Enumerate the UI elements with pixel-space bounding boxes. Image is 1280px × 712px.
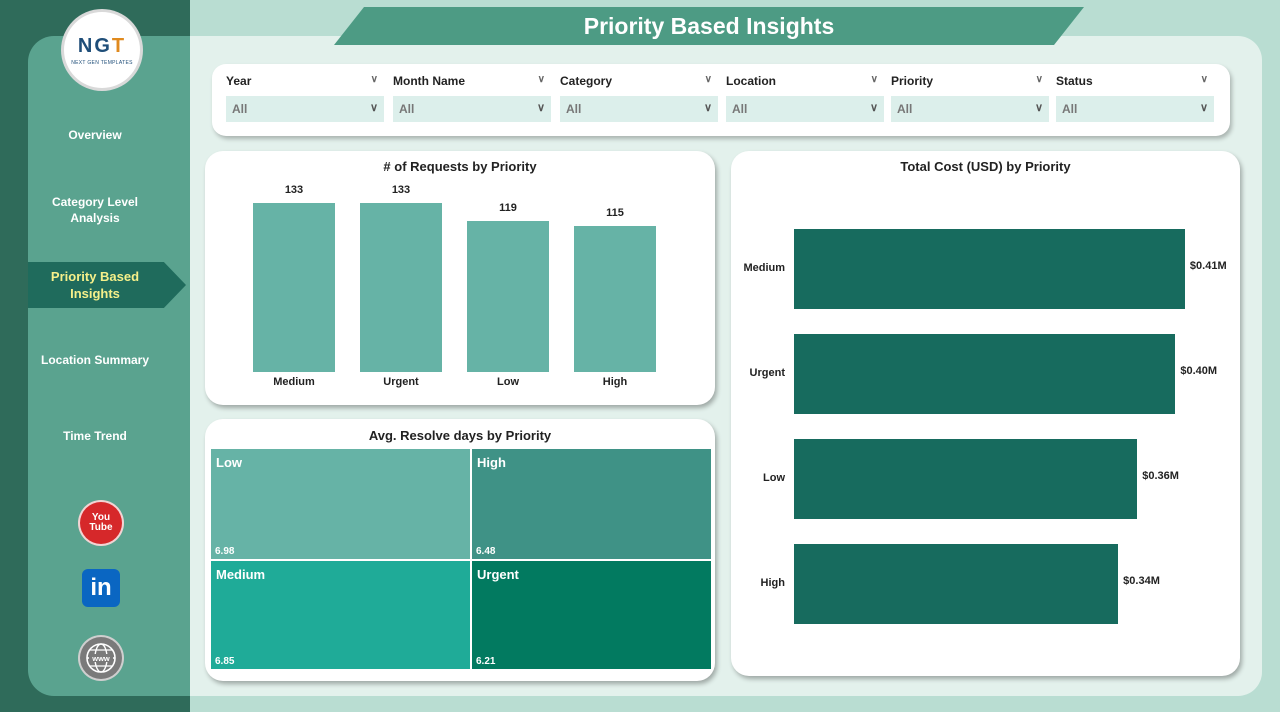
tile-value: 6.21 (476, 656, 496, 667)
chart-title: Total Cost (USD) by Priority (900, 159, 1071, 174)
filter-label: Category (560, 74, 613, 88)
filter-label: Year (226, 74, 252, 88)
linkedin-icon[interactable]: in (80, 567, 122, 609)
tile-value: 6.85 (215, 656, 235, 667)
sidebar-item-overview[interactable]: Overview (68, 128, 122, 142)
bar-value-label: $0.41M (1189, 260, 1227, 272)
youtube-icon[interactable]: You Tube (80, 502, 122, 544)
tile-value: 6.98 (215, 546, 235, 557)
y-tick-label: Urgent (749, 367, 785, 379)
chevron-down-icon: ∨ (1199, 102, 1208, 114)
y-tick-label: Medium (743, 262, 785, 274)
filter-month-name-select[interactable]: All ∨ (393, 96, 551, 122)
tile-label: Medium (216, 567, 266, 582)
title-banner: Priority Based Insights (334, 7, 1084, 45)
chevron-down-icon: ∨ (869, 102, 878, 114)
treemap-tile-medium[interactable]: Medium 6.85 (211, 561, 470, 669)
chevron-down-icon[interactable]: ∨ (370, 74, 378, 85)
filter-category: Category ∨ All ∨ (560, 74, 718, 122)
svg-text:www: www (91, 654, 110, 663)
bar-low (467, 220, 549, 372)
filter-category-select[interactable]: All ∨ (560, 96, 718, 122)
bar-urgent (794, 334, 1176, 414)
bar-low (794, 439, 1138, 519)
treemap-tile-high[interactable]: High 6.48 (472, 449, 711, 559)
filter-year-select[interactable]: All ∨ (226, 96, 384, 122)
filter-label: Location (726, 74, 776, 88)
bar-value-label: $0.34M (1123, 575, 1160, 587)
filter-location: Location ∨ All ∨ (726, 74, 884, 122)
bar-value-label: 119 (499, 201, 517, 214)
filter-label: Priority (891, 74, 934, 88)
tile-label: High (477, 455, 506, 470)
bar-high (574, 225, 656, 372)
bar-high (794, 544, 1119, 624)
chevron-down-icon: ∨ (536, 102, 545, 114)
chevron-down-icon: ∨ (369, 102, 378, 114)
bar-medium (794, 229, 1185, 309)
tile-label: Urgent (477, 567, 519, 582)
bar-value-label: $0.40M (1180, 365, 1218, 377)
filter-location-select[interactable]: All ∨ (726, 96, 884, 122)
sidebar-item-location-summary[interactable]: Location Summary (40, 353, 150, 367)
x-tick-label: Medium (273, 376, 315, 388)
filter-label: Status (1056, 74, 1093, 88)
chevron-down-icon[interactable]: ∨ (537, 74, 545, 85)
x-tick-label: High (602, 376, 628, 388)
y-tick-label: High (760, 577, 785, 589)
page-title: Priority Based Insights (583, 12, 835, 39)
filter-status: Status ∨ All ∨ (1056, 74, 1214, 122)
avg-resolve-days-treemap: Avg. Resolve days by Priority Low 6.98 Hig… (205, 419, 715, 681)
sidebar-item-category-level-analysis[interactable]: Category Level Analysis (51, 195, 139, 225)
logo-mark: NGT (77, 34, 127, 57)
x-tick-label: Low (497, 376, 519, 388)
sidebar-active-indicator (28, 262, 186, 308)
chevron-down-icon: ∨ (1034, 102, 1043, 114)
bar-medium (253, 202, 335, 372)
y-tick-label: Low (763, 472, 785, 484)
chart-title: # of Requests by Priority (383, 159, 537, 174)
chevron-down-icon[interactable]: ∨ (1035, 74, 1043, 85)
chart-title: Avg. Resolve days by Priority (368, 428, 552, 443)
filter-label: Month Name (393, 74, 465, 88)
treemap-tile-low[interactable]: Low 6.98 (211, 449, 470, 559)
tile-label: Low (216, 455, 242, 470)
bar-value-label: 133 (391, 183, 411, 196)
logo-subtitle: NEXT GEN TEMPLATES (71, 59, 133, 66)
bar-urgent (360, 202, 442, 372)
sidebar-item-priority-based-insights[interactable]: Priority Based Insights (50, 269, 140, 301)
chevron-down-icon: ∨ (703, 102, 712, 114)
bar-value-label: 133 (284, 183, 304, 196)
total-cost-by-priority-chart: Total Cost (USD) by Priority Medium $0.41… (731, 151, 1240, 676)
tile-value: 6.48 (476, 546, 496, 557)
bar-value-label: $0.36M (1142, 470, 1179, 482)
filter-priority: Priority ∨ All ∨ (891, 74, 1049, 122)
bar-value-label: 115 (606, 206, 624, 219)
filter-status-select[interactable]: All ∨ (1056, 96, 1214, 122)
chevron-down-icon[interactable]: ∨ (1200, 74, 1208, 85)
sidebar-item-time-trend[interactable]: Time Trend (63, 429, 127, 443)
filter-year: Year ∨ All ∨ (226, 74, 384, 122)
filter-priority-select[interactable]: All ∨ (891, 96, 1049, 122)
filter-month-name: Month Name ∨ All ∨ (393, 74, 551, 122)
requests-by-priority-chart: # of Requests by Priority 133 Medium 133 Ur… (205, 151, 715, 405)
filter-bar: Year ∨ All ∨ Month Name ∨ All ∨ Category ∨ Al… (212, 64, 1230, 136)
x-tick-label: Urgent (383, 376, 419, 388)
treemap-tile-urgent[interactable]: Urgent 6.21 (472, 561, 711, 669)
website-globe-icon[interactable]: www (80, 637, 122, 679)
company-logo: NGT NEXT GEN TEMPLATES (64, 12, 140, 88)
chevron-down-icon[interactable]: ∨ (704, 74, 712, 85)
chevron-down-icon[interactable]: ∨ (870, 74, 878, 85)
